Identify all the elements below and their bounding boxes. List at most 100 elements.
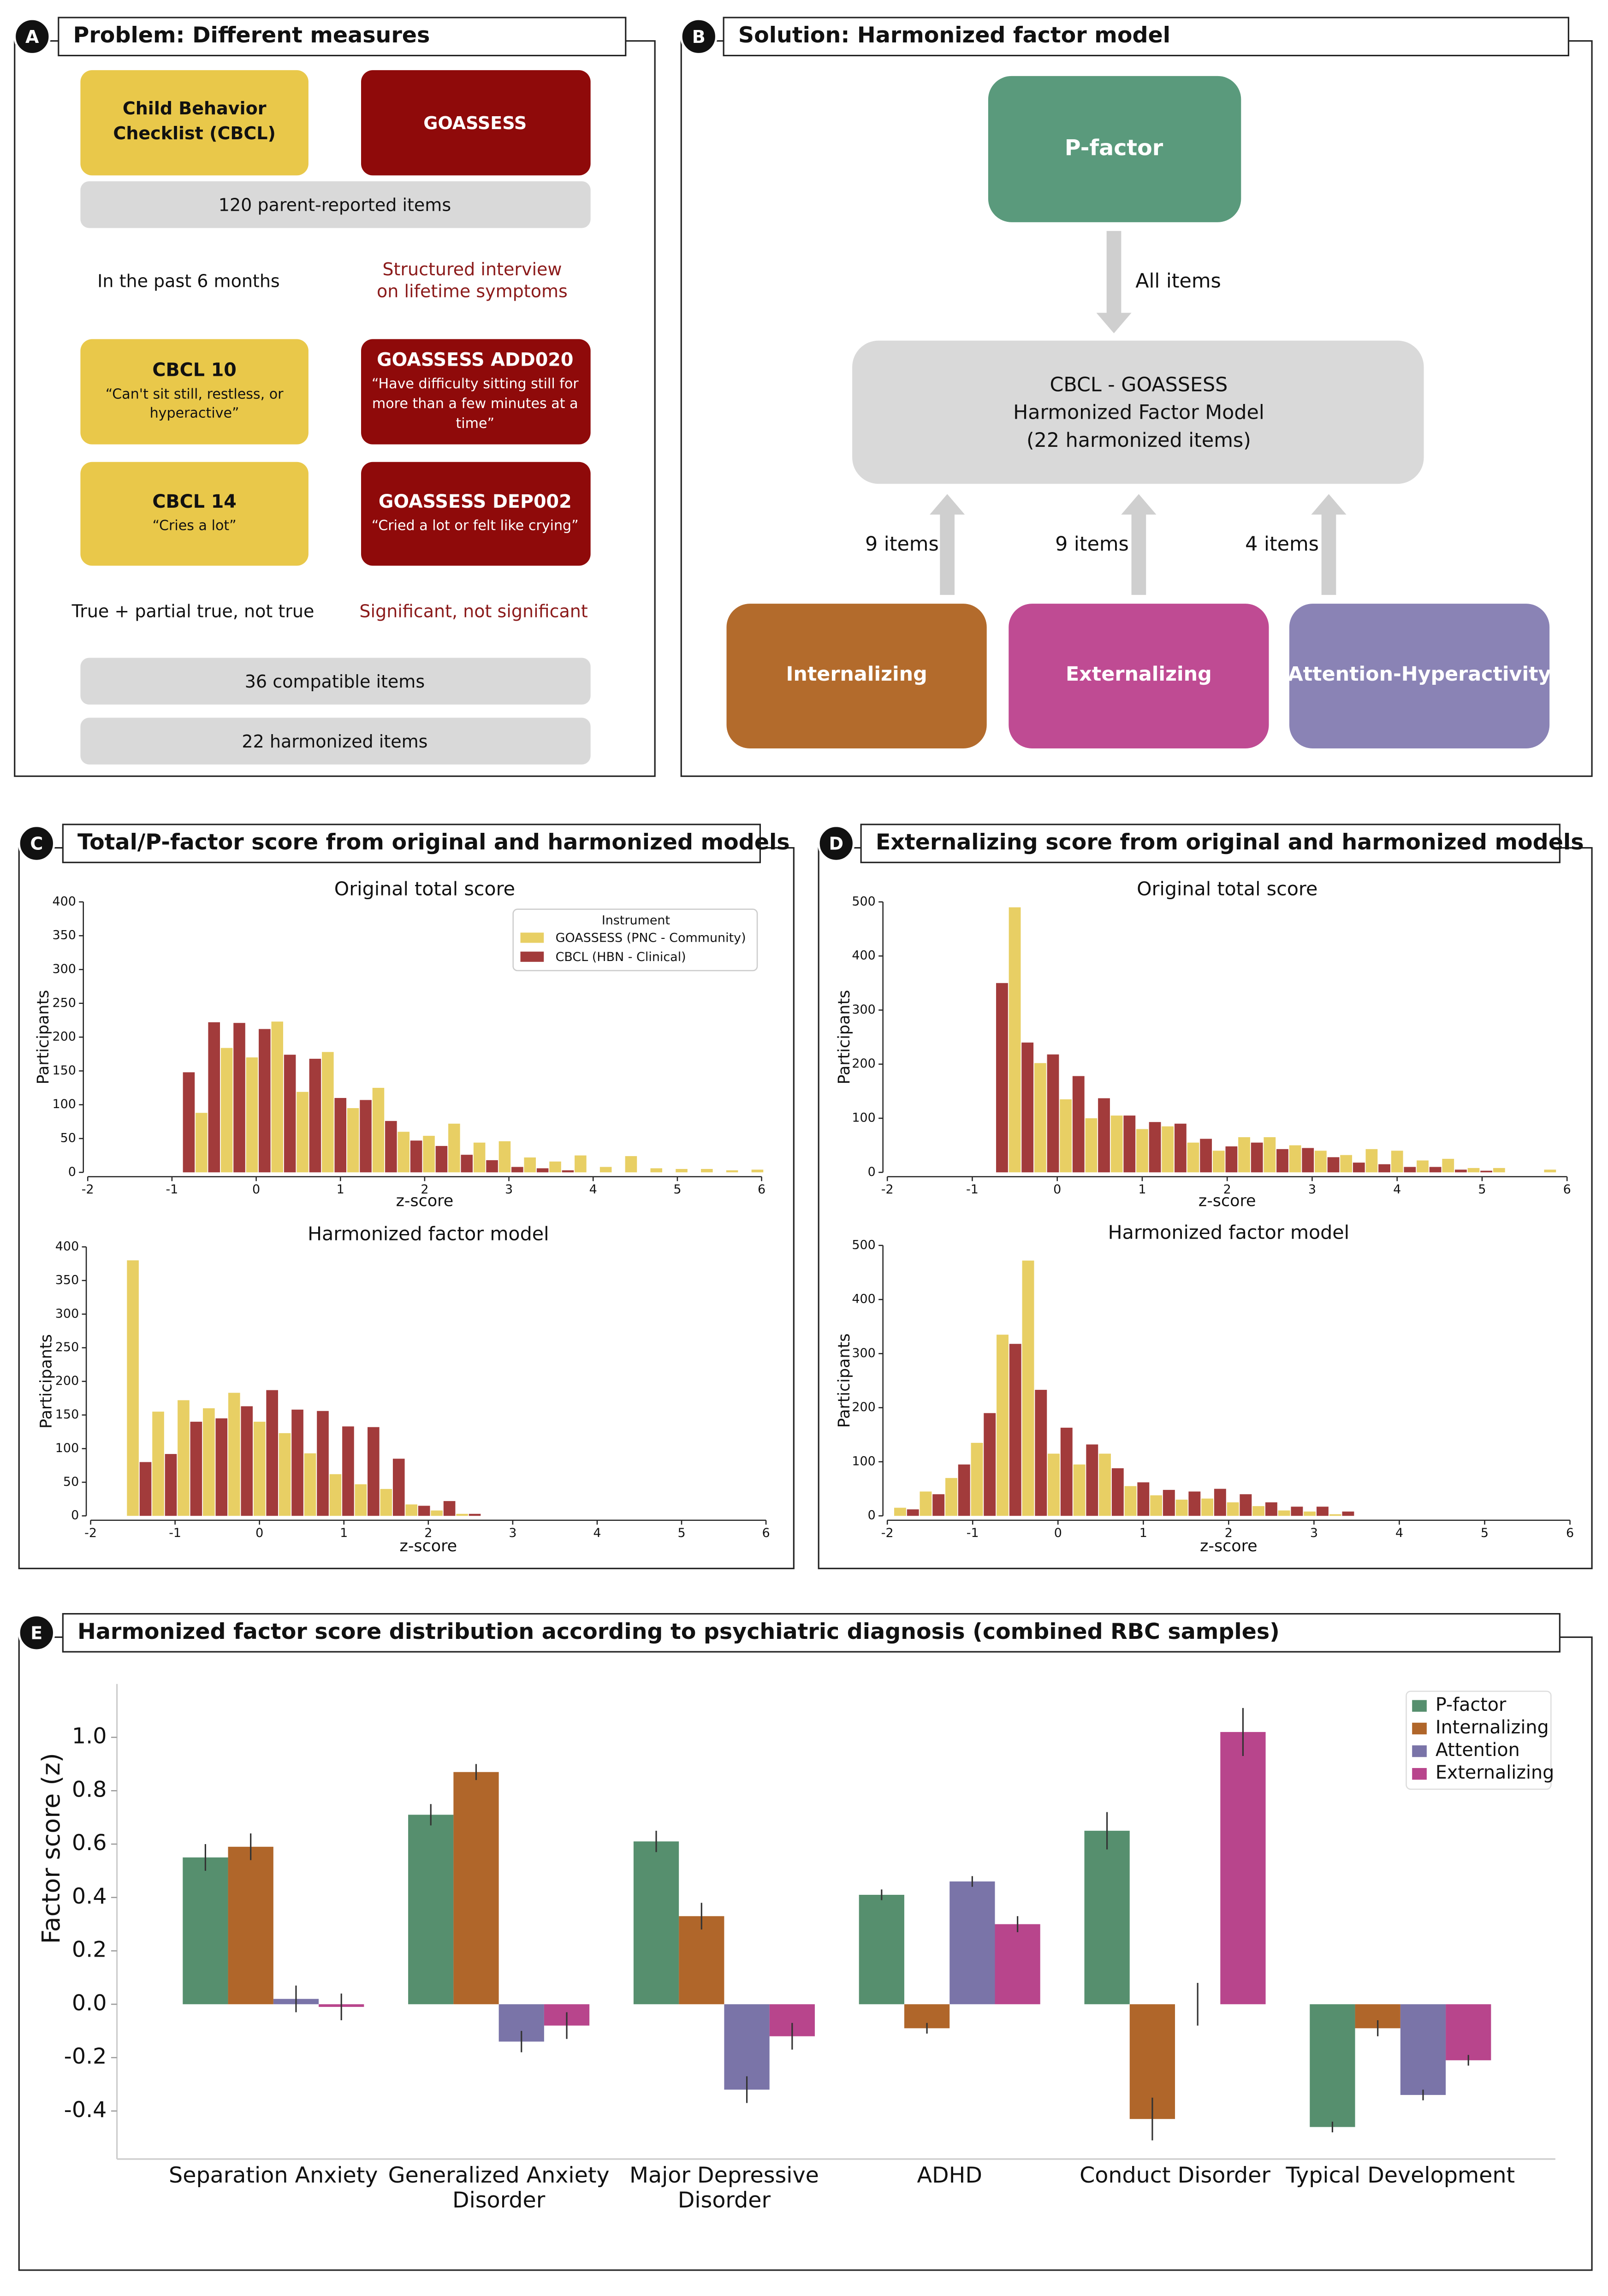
bar [297, 1092, 309, 1173]
y-axis-label: Participants [34, 990, 53, 1085]
y-tick-label: 0.8 [72, 1777, 107, 1802]
label: hyperactive” [150, 405, 239, 421]
panel-tab [62, 1613, 1561, 1653]
panel-tab [62, 824, 761, 863]
bar [625, 1156, 637, 1173]
bar [271, 1021, 284, 1173]
bar [1400, 2004, 1446, 2095]
label: Structured interview [382, 259, 562, 279]
y-tick-label: 0 [868, 1508, 876, 1523]
x-tick-label: 1 [1138, 1182, 1146, 1197]
bar [1048, 1454, 1060, 1516]
y-tick-label: 0 [68, 1165, 76, 1179]
y-tick-label: 0 [868, 1165, 876, 1179]
y-tick-label: 250 [55, 1340, 79, 1354]
bar [1310, 2004, 1355, 2127]
bar [1022, 1260, 1034, 1516]
bar [456, 1513, 468, 1516]
x-tick-label: 1 [340, 1526, 348, 1540]
bar [1060, 1428, 1073, 1516]
label: “Cries a lot” [152, 518, 236, 534]
bar [549, 1161, 561, 1173]
legend-swatch [1412, 1700, 1427, 1712]
bar [1124, 1486, 1137, 1516]
label: 9 items [1055, 533, 1129, 556]
bar [1009, 907, 1021, 1173]
x-tick-label: 5 [1481, 1526, 1489, 1540]
bar [932, 1494, 945, 1516]
bar [233, 1023, 245, 1173]
arrow [1311, 494, 1347, 595]
panel-title: Total/P-factor score from original and h… [77, 830, 790, 855]
label: Attention-Hyperactivity [1288, 663, 1551, 686]
bar [1086, 1444, 1098, 1516]
bar [1227, 1502, 1239, 1516]
bar [1316, 1507, 1329, 1516]
bar [473, 1142, 486, 1173]
label: Internalizing [786, 663, 927, 686]
bar [945, 1478, 957, 1516]
label: Child Behavior [123, 98, 267, 119]
x-tick-label: 6 [762, 1526, 770, 1540]
x-tick-label: 2 [421, 1182, 428, 1197]
y-tick-label: 100 [852, 1110, 875, 1125]
panel-badge [680, 18, 718, 55]
panel-badge [817, 825, 855, 862]
x-tick-label: 1 [337, 1182, 344, 1197]
bar [1442, 1158, 1454, 1173]
label: True + partial true, not true [71, 601, 314, 622]
label: Significant, not significant [359, 601, 587, 622]
legend-label: Externalizing [1436, 1762, 1554, 1783]
bar [183, 1857, 228, 2005]
bar [342, 1426, 354, 1516]
x-tick-label: 2 [424, 1526, 432, 1540]
goassess-box [361, 70, 591, 176]
label: GOASSESS ADD020 [377, 349, 573, 370]
bar [1225, 1146, 1238, 1173]
bar [859, 1894, 904, 2005]
y-tick-label: 200 [852, 1056, 875, 1071]
bar [971, 1442, 983, 1516]
bar [259, 1029, 271, 1173]
y-tick-label: -0.4 [64, 2097, 107, 2123]
label: 36 compatible items [245, 671, 425, 692]
panel-title: Externalizing score from original and ha… [876, 830, 1584, 855]
bar [360, 1100, 372, 1173]
items-box [80, 718, 591, 765]
p-factor-box [988, 76, 1241, 222]
y-tick-label: 350 [52, 928, 76, 943]
y-tick-label: 0.4 [72, 1884, 107, 1909]
bar [1304, 1511, 1316, 1516]
bar [334, 1098, 347, 1173]
bar [1404, 1167, 1416, 1173]
bar [1480, 1170, 1493, 1173]
bar [284, 1055, 296, 1173]
bar [392, 1459, 405, 1516]
panel-title: Harmonized factor score distribution acc… [77, 1619, 1280, 1644]
bar [398, 1132, 410, 1173]
bar [1110, 1115, 1123, 1173]
label: Externalizing [1066, 663, 1212, 686]
bar [1278, 1510, 1290, 1516]
bar [246, 1057, 258, 1173]
bar [1021, 1042, 1034, 1173]
x-tick-label: 4 [1393, 1182, 1401, 1197]
bar [724, 2004, 770, 2090]
y-tick-label: 300 [52, 962, 76, 976]
x-tick-label: -2 [881, 1526, 894, 1540]
bar [1544, 1169, 1556, 1173]
bar [1353, 1163, 1365, 1173]
legend-label: Attention [1436, 1739, 1520, 1761]
bar [1391, 1151, 1403, 1173]
bar [1137, 1482, 1150, 1516]
bar [410, 1140, 422, 1173]
bar [949, 1881, 995, 2005]
bar [498, 1141, 511, 1173]
x-tick-label: -1 [966, 1182, 979, 1197]
bar [995, 1924, 1040, 2005]
bar [1174, 1123, 1187, 1173]
bar [1073, 1464, 1086, 1516]
bar [996, 983, 1008, 1173]
bar [599, 1167, 612, 1173]
x-tick-label: Major Depressive Disorder [629, 2163, 819, 2213]
